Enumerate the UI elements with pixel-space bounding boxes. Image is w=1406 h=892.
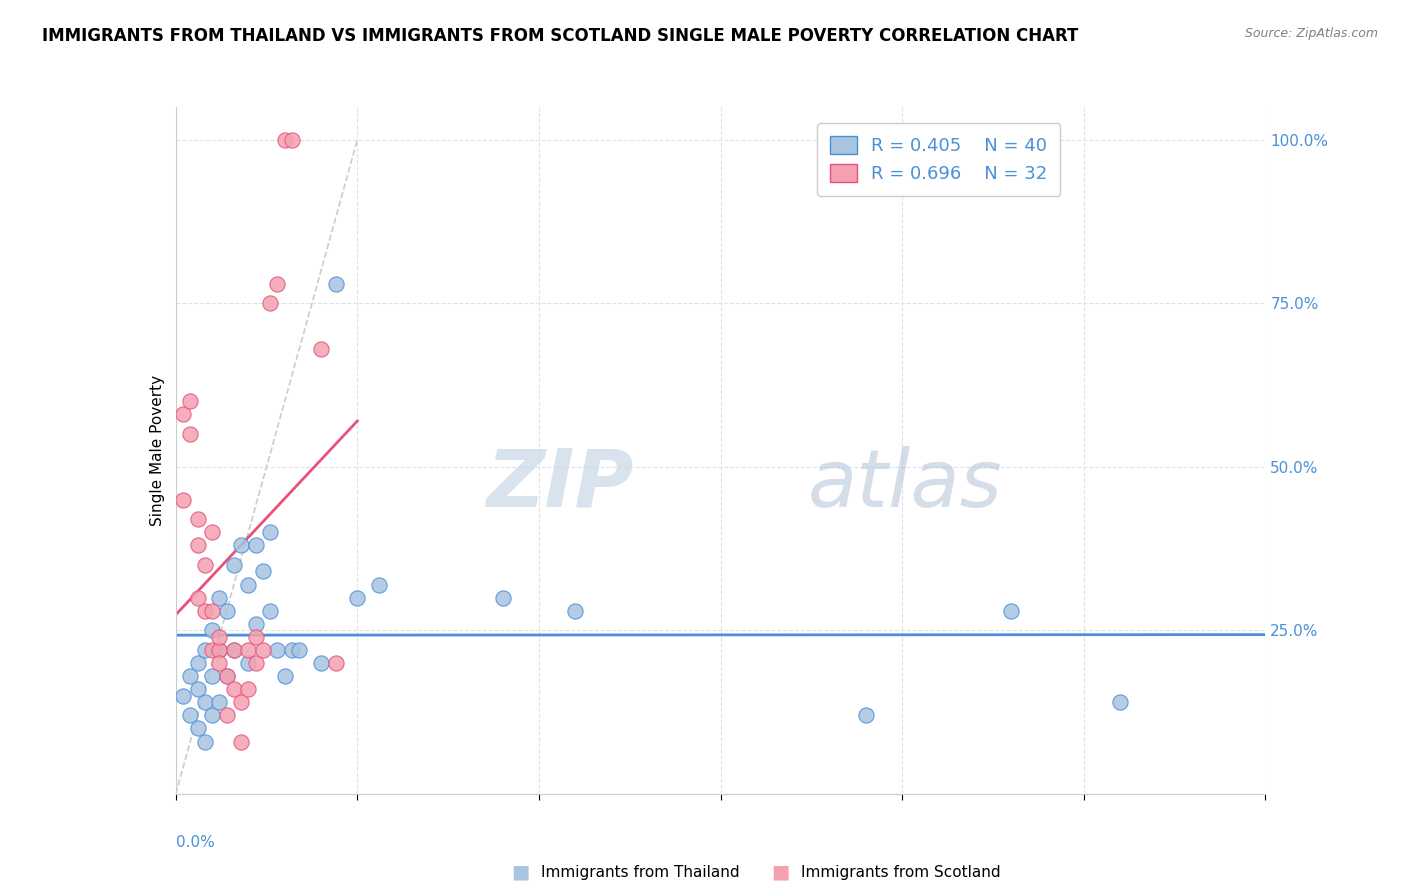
- Point: [194, 734, 217, 748]
- Text: Source: ZipAtlas.com: Source: ZipAtlas.com: [1244, 27, 1378, 40]
- Text: IMMIGRANTS FROM THAILAND VS IMMIGRANTS FROM SCOTLAND SINGLE MALE POVERTY CORRELA: IMMIGRANTS FROM THAILAND VS IMMIGRANTS F…: [42, 27, 1078, 45]
- Text: ZIP: ZIP: [486, 446, 633, 524]
- Point: [179, 394, 201, 409]
- Point: [194, 558, 217, 572]
- Point: [325, 277, 347, 291]
- Point: [172, 408, 194, 422]
- Point: [208, 643, 231, 657]
- Point: [309, 342, 332, 356]
- Point: [186, 656, 209, 670]
- Point: [492, 591, 515, 605]
- Point: [368, 577, 391, 591]
- Y-axis label: Single Male Poverty: Single Male Poverty: [149, 375, 165, 526]
- Point: [186, 512, 209, 526]
- Point: [1000, 604, 1022, 618]
- Point: [208, 643, 231, 657]
- Point: [222, 643, 245, 657]
- Point: [245, 616, 267, 631]
- Point: [346, 591, 368, 605]
- Point: [201, 708, 224, 723]
- Point: [179, 669, 201, 683]
- Text: 0.0%: 0.0%: [176, 835, 215, 850]
- Point: [564, 604, 586, 618]
- Point: [186, 538, 209, 552]
- Point: [186, 591, 209, 605]
- Point: [222, 643, 245, 657]
- Point: [215, 604, 238, 618]
- Point: [201, 643, 224, 657]
- Text: atlas: atlas: [807, 446, 1002, 524]
- Point: [245, 538, 267, 552]
- Text: ■: ■: [510, 863, 530, 882]
- Point: [855, 708, 877, 723]
- Point: [238, 643, 260, 657]
- Point: [208, 591, 231, 605]
- Text: Immigrants from Scotland: Immigrants from Scotland: [801, 865, 1001, 880]
- Point: [215, 708, 238, 723]
- Text: Immigrants from Thailand: Immigrants from Thailand: [541, 865, 740, 880]
- Point: [222, 682, 245, 697]
- Legend: R = 0.405    N = 40, R = 0.696    N = 32: R = 0.405 N = 40, R = 0.696 N = 32: [817, 123, 1060, 196]
- Point: [179, 427, 201, 442]
- Point: [215, 669, 238, 683]
- Point: [222, 558, 245, 572]
- Point: [245, 630, 267, 644]
- Point: [194, 695, 217, 709]
- Point: [245, 656, 267, 670]
- Point: [325, 656, 347, 670]
- Point: [231, 538, 253, 552]
- Point: [201, 669, 224, 683]
- Point: [1109, 695, 1132, 709]
- Text: ■: ■: [770, 863, 790, 882]
- Point: [172, 689, 194, 703]
- Point: [252, 565, 274, 579]
- Point: [201, 604, 224, 618]
- Point: [194, 604, 217, 618]
- Point: [231, 695, 253, 709]
- Point: [194, 643, 217, 657]
- Point: [266, 277, 288, 291]
- Point: [172, 492, 194, 507]
- Point: [252, 643, 274, 657]
- Point: [273, 133, 295, 147]
- Point: [266, 643, 288, 657]
- Point: [179, 708, 201, 723]
- Point: [208, 630, 231, 644]
- Point: [259, 604, 281, 618]
- Point: [231, 734, 253, 748]
- Point: [281, 643, 304, 657]
- Point: [186, 722, 209, 736]
- Point: [309, 656, 332, 670]
- Point: [215, 669, 238, 683]
- Point: [259, 296, 281, 310]
- Point: [208, 656, 231, 670]
- Point: [186, 682, 209, 697]
- Point: [288, 643, 311, 657]
- Point: [238, 656, 260, 670]
- Point: [201, 624, 224, 638]
- Point: [201, 525, 224, 540]
- Point: [238, 577, 260, 591]
- Point: [259, 525, 281, 540]
- Point: [208, 695, 231, 709]
- Point: [273, 669, 295, 683]
- Point: [238, 682, 260, 697]
- Point: [281, 133, 304, 147]
